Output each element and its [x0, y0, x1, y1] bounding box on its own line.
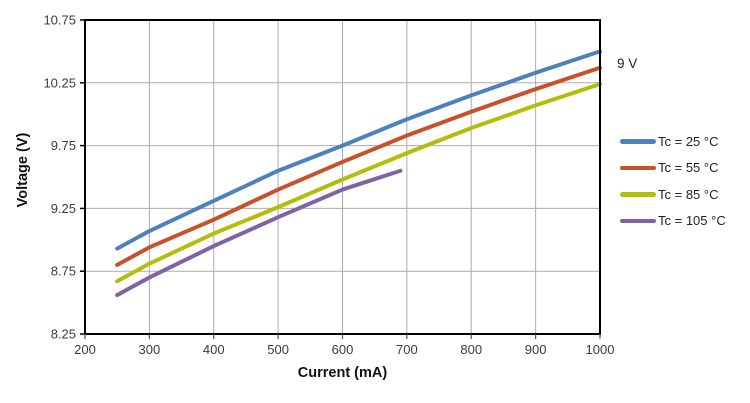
series-line-2 [115, 82, 602, 284]
tick-label-x: 800 [460, 342, 482, 357]
series-line-3 [115, 168, 403, 298]
legend: Tc = 25 °C Tc = 55 °C Tc = 85 °C Tc = 10… [620, 128, 726, 234]
legend-label-tc105: Tc = 105 °C [658, 213, 726, 229]
legend-item-tc85: Tc = 85 °C [620, 181, 726, 208]
legend-swatch-tc105 [620, 218, 656, 223]
tick-label-x: 400 [203, 342, 225, 357]
tick-label-y: 8.75 [51, 264, 76, 279]
tick-label-x: 900 [525, 342, 547, 357]
legend-item-tc105: Tc = 105 °C [620, 208, 726, 235]
tick-label-x: 200 [74, 342, 96, 357]
tick-label-y: 9.75 [51, 138, 76, 153]
x-axis-title: Current (mA) [297, 365, 388, 381]
tick-label-x: 300 [139, 342, 161, 357]
tick-label-x: 500 [267, 342, 289, 357]
legend-label-tc55: Tc = 55 °C [658, 160, 719, 176]
tick-label-x: 600 [332, 342, 354, 357]
legend-item-tc25: Tc = 25 °C [620, 128, 726, 155]
series-line-0 [115, 49, 602, 251]
legend-swatch-tc85 [620, 192, 656, 197]
legend-swatch-tc25 [620, 139, 656, 144]
legend-item-tc55: Tc = 55 °C [620, 155, 726, 182]
tick-label-y: 10.75 [43, 13, 76, 28]
tick-label-y: 8.25 [51, 327, 76, 342]
legend-swatch-tc55 [620, 165, 656, 170]
tick-label-y: 10.25 [43, 75, 76, 90]
gridlines [84, 19, 601, 335]
series-line-1 [115, 65, 602, 267]
legend-label-tc25: Tc = 25 °C [658, 133, 719, 149]
annotation-9v: 9 V [617, 56, 638, 71]
tick-label-x: 700 [396, 342, 418, 357]
tick-labels: 8.25 8.75 9.25 9.75 10.25 10.75 200 300 400 500 60… [43, 13, 614, 358]
axis-ticks [80, 19, 601, 339]
legend-label-tc85: Tc = 85 °C [658, 186, 719, 202]
tick-label-y: 9.25 [51, 201, 76, 216]
tick-label-x: 1000 [586, 342, 615, 357]
y-axis-title: Voltage (V) [15, 132, 31, 208]
series-lines [115, 49, 602, 298]
